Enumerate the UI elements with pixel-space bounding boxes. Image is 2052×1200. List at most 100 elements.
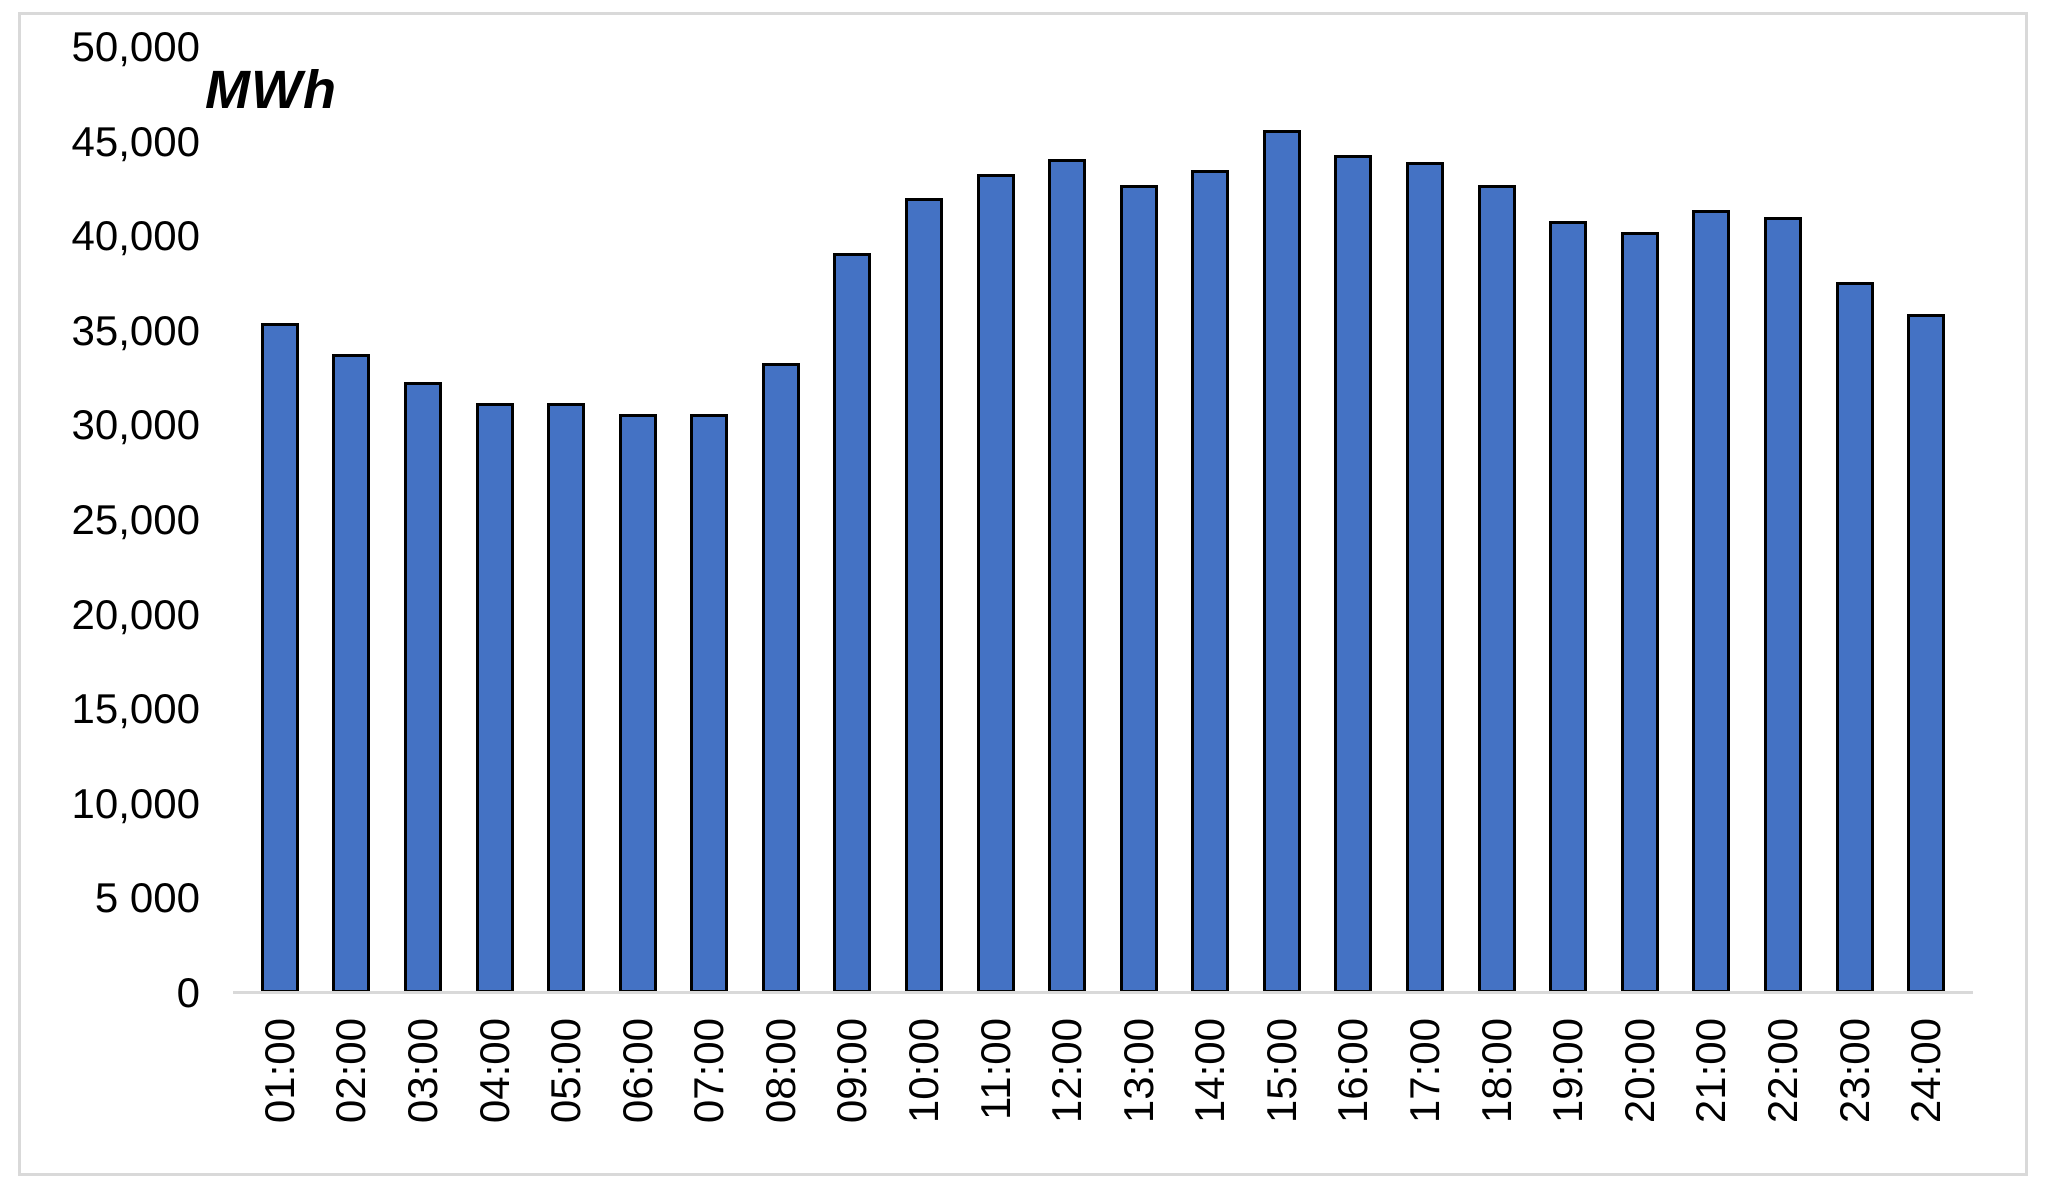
bar-10:00: [904, 198, 943, 993]
x-axis-tick-label: 15:00: [1257, 1018, 1305, 1124]
chart-frame: MWh 50,000 45,000 40,000 35,000 30,000 25,000…: [18, 12, 2028, 1176]
bar-12:00: [1048, 159, 1087, 993]
x-axis-tick-label: 16:00: [1329, 1018, 1377, 1124]
x-axis-tick-label: 22:00: [1758, 1018, 1806, 1124]
bar-slot: [673, 15, 745, 993]
x-tick-slot: 05:00: [530, 1018, 602, 1168]
bar-16:00: [1334, 155, 1373, 993]
bar-17:00: [1406, 162, 1445, 993]
bar-slot: [1532, 15, 1604, 993]
x-tick-slot: 07:00: [673, 1018, 745, 1168]
x-axis-tick-label: 18:00: [1472, 1018, 1520, 1124]
bar-slot: [817, 15, 889, 993]
x-axis-tick-label: 09:00: [828, 1018, 876, 1124]
bar-08:00: [761, 363, 800, 993]
x-axis-tick-label: 19:00: [1544, 1018, 1592, 1124]
y-axis-tick-label: 35,000: [71, 307, 200, 354]
x-axis-tick-label: 04:00: [470, 1018, 518, 1124]
bar-slot: [1389, 15, 1461, 993]
x-tick-slot: 02:00: [316, 1018, 388, 1168]
x-tick-slot: 14:00: [1175, 1018, 1247, 1168]
bar-02:00: [332, 354, 371, 993]
x-tick-slot: 10:00: [888, 1018, 960, 1168]
bar-slot: [530, 15, 602, 993]
x-axis-tick-label: 03:00: [398, 1018, 446, 1124]
y-axis-tick-label: 10,000: [71, 780, 200, 827]
y-axis-unit-label: MWh: [205, 60, 337, 120]
bar-15:00: [1262, 130, 1301, 993]
y-axis-tick-label: 5 000: [94, 874, 200, 921]
y-axis-tick-label: 15,000: [71, 685, 200, 732]
x-tick-slot: 24:00: [1890, 1018, 1962, 1168]
x-axis-tick-label: 12:00: [1043, 1018, 1091, 1124]
y-axis-tick-label: 45,000: [71, 118, 200, 165]
bar-04:00: [475, 403, 514, 993]
bar-slot: [602, 15, 674, 993]
bar-24:00: [1907, 314, 1946, 993]
x-tick-slot: 22:00: [1747, 1018, 1819, 1168]
x-tick-slot: 08:00: [745, 1018, 817, 1168]
bar-slot: [1819, 15, 1891, 993]
bar-slot: [1103, 15, 1175, 993]
x-axis-tick-label: 17:00: [1401, 1018, 1449, 1124]
bar-19:00: [1549, 221, 1588, 993]
bar-14:00: [1191, 170, 1230, 993]
bar-01:00: [260, 323, 299, 993]
bar-23:00: [1835, 282, 1874, 993]
bar-slot: [387, 15, 459, 993]
bar-09:00: [833, 253, 872, 993]
y-axis-tick-label: 25,000: [71, 496, 200, 543]
bar-13:00: [1119, 185, 1158, 993]
bar-18:00: [1477, 185, 1516, 993]
x-axis-tick-label: 08:00: [756, 1018, 804, 1124]
x-tick-slot: 09:00: [817, 1018, 889, 1168]
y-axis-tick-label: 0: [176, 969, 200, 1016]
x-tick-slot: 12:00: [1031, 1018, 1103, 1168]
x-axis-tick-label: 11:00: [971, 1018, 1019, 1120]
bar-22:00: [1763, 217, 1802, 993]
x-tick-slot: 03:00: [387, 1018, 459, 1168]
x-axis-tick-label: 13:00: [1114, 1018, 1162, 1124]
bar-21:00: [1692, 210, 1731, 993]
x-tick-slot: 20:00: [1604, 1018, 1676, 1168]
x-tick-slot: 17:00: [1389, 1018, 1461, 1168]
bar-11:00: [976, 174, 1015, 993]
bar-slot: [316, 15, 388, 993]
bar-slot: [244, 15, 316, 993]
y-axis-tick-label: 50,000: [71, 23, 200, 70]
x-axis-tick-label: 24:00: [1902, 1018, 1950, 1124]
x-axis-line: [233, 991, 1973, 994]
x-tick-slot: 04:00: [459, 1018, 531, 1168]
x-tick-slot: 15:00: [1246, 1018, 1318, 1168]
bar-slot: [1461, 15, 1533, 993]
x-tick-slot: 18:00: [1461, 1018, 1533, 1168]
bar-slot: [960, 15, 1032, 993]
bar-slot: [1890, 15, 1962, 993]
bar-slot: [1676, 15, 1748, 993]
x-tick-slot: 19:00: [1532, 1018, 1604, 1168]
x-tick-slot: 21:00: [1676, 1018, 1748, 1168]
x-axis-tick-label: 20:00: [1615, 1018, 1663, 1124]
x-tick-slot: 01:00: [244, 1018, 316, 1168]
x-axis-tick-label: 21:00: [1687, 1018, 1735, 1124]
bar-20:00: [1620, 232, 1659, 993]
x-axis-tick-label: 01:00: [255, 1018, 303, 1124]
y-axis-tick-label: 20,000: [71, 591, 200, 638]
x-axis-tick-label: 07:00: [685, 1018, 733, 1124]
x-axis-tick-label: 06:00: [613, 1018, 661, 1124]
bar-slot: [1318, 15, 1390, 993]
bar-slot: [1175, 15, 1247, 993]
x-tick-slot: 16:00: [1318, 1018, 1390, 1168]
x-tick-slot: 11:00: [960, 1018, 1032, 1168]
x-axis: 01:00 02:00 03:00 04:00 05:00 06:00 07:00 08:00…: [244, 1018, 1962, 1168]
bar-slot: [1246, 15, 1318, 993]
plot-area: [244, 15, 1962, 993]
y-axis-tick-label: 40,000: [71, 212, 200, 259]
x-axis-tick-label: 10:00: [899, 1018, 947, 1124]
x-axis-tick-label: 02:00: [327, 1018, 375, 1124]
x-axis-tick-label: 23:00: [1830, 1018, 1878, 1124]
bar-slot: [1031, 15, 1103, 993]
y-axis-tick-label: 30,000: [71, 401, 200, 448]
bar-slot: [888, 15, 960, 993]
y-axis: 50,000 45,000 40,000 35,000 30,000 25,000 20,0…: [21, 15, 200, 1173]
